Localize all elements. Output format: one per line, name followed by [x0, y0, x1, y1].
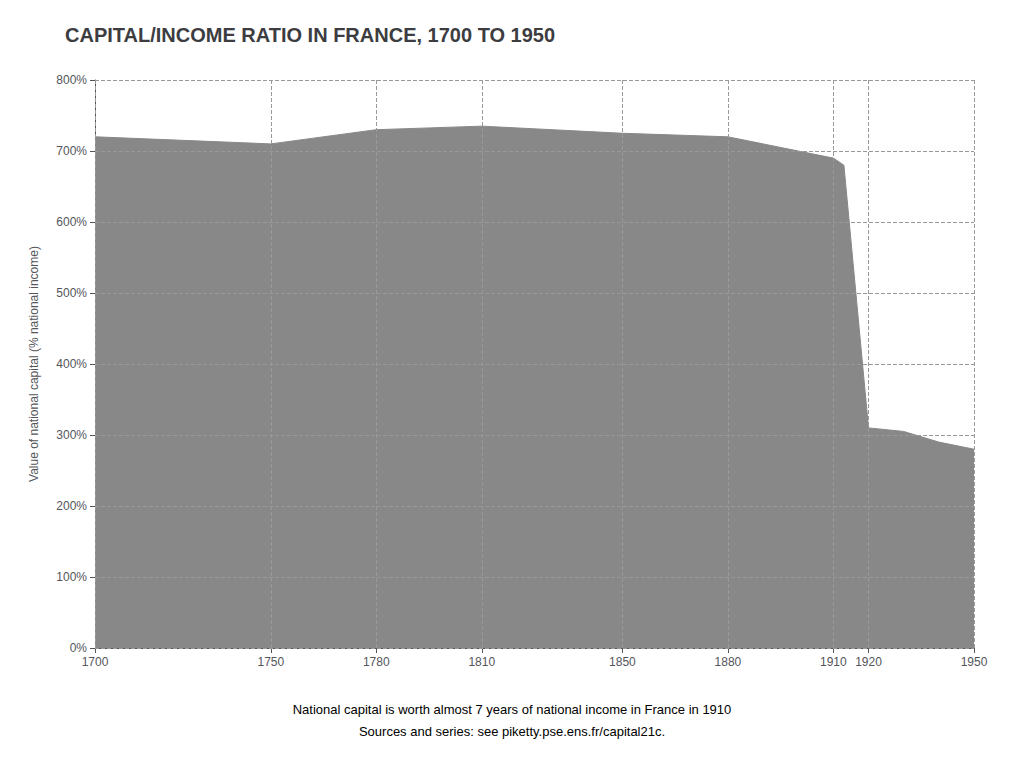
svg-text:1910: 1910	[820, 655, 847, 669]
svg-text:500%: 500%	[56, 286, 87, 300]
svg-text:0%: 0%	[70, 641, 88, 655]
svg-text:1810: 1810	[468, 655, 495, 669]
svg-text:300%: 300%	[56, 428, 87, 442]
svg-text:400%: 400%	[56, 357, 87, 371]
svg-text:Sources and series: see pikett: Sources and series: see piketty.pse.ens.…	[359, 724, 665, 739]
svg-text:700%: 700%	[56, 144, 87, 158]
svg-text:1750: 1750	[257, 655, 284, 669]
svg-text:Value of national capital (% n: Value of national capital (% national in…	[27, 246, 41, 482]
svg-text:1850: 1850	[609, 655, 636, 669]
svg-text:1950: 1950	[961, 655, 988, 669]
svg-text:1920: 1920	[855, 655, 882, 669]
svg-text:National capital is worth almo: National capital is worth almost 7 years…	[293, 702, 732, 717]
svg-text:600%: 600%	[56, 215, 87, 229]
svg-text:800%: 800%	[56, 73, 87, 87]
svg-text:100%: 100%	[56, 570, 87, 584]
svg-text:1780: 1780	[363, 655, 390, 669]
svg-text:200%: 200%	[56, 499, 87, 513]
svg-text:CAPITAL/INCOME RATIO IN FRANCE: CAPITAL/INCOME RATIO IN FRANCE, 1700 TO …	[65, 24, 555, 46]
svg-text:1700: 1700	[82, 655, 109, 669]
svg-text:1880: 1880	[715, 655, 742, 669]
